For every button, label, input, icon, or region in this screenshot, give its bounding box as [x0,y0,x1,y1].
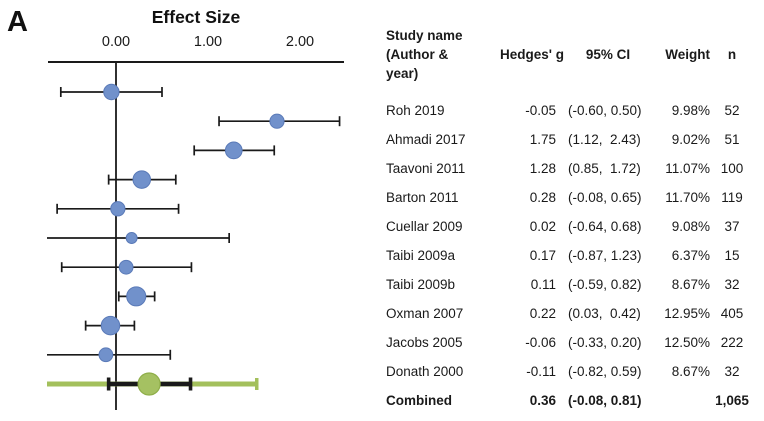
cell-study: Ahmadi 2017 [386,132,466,147]
cell-ci: (-0.82, 0.59) [568,364,642,379]
cell-study: Taibi 2009a [386,248,456,263]
cell-ci: (-0.08, 0.81) [568,393,642,408]
cell-hedges-g: 1.75 [529,132,556,147]
study-point [132,170,152,189]
cell-weight: 11.07% [665,161,710,176]
cell-hedges-g: 0.17 [529,248,556,263]
col-header-weight: Weight [665,47,710,62]
cell-ci: (-0.08, 0.65) [568,190,642,205]
cell-hedges-g: 0.22 [529,306,556,321]
table-header-row: Study name (Author & year) Hedges' g 95%… [386,26,758,83]
table-row: Taibi 2009b 0.11 (-0.59, 0.82) 8.67% 32 [386,270,758,299]
forest-plot: Effect Size 0.00 1.00 2.00 [47,7,344,410]
table-row: Barton 2011 0.28 (-0.08, 0.65) 11.70% 119 [386,183,758,212]
study-point [125,232,138,244]
table-row: Taavoni 2011 1.28 (0.85, 1.72) 11.07% 100 [386,154,758,183]
cell-hedges-g: 0.02 [529,219,556,234]
cell-hedges-g: -0.06 [525,335,556,350]
cell-study: Jacobs 2005 [386,335,463,350]
study-point [110,201,126,217]
cell-weight: 6.37% [671,248,710,263]
cell-weight: 12.50% [664,335,710,350]
cell-hedges-g: 0.36 [529,393,556,408]
cell-n: 32 [724,364,740,379]
cell-weight: 8.67% [671,364,710,379]
cell-ci: (-0.60, 0.50) [568,103,642,118]
cell-n: 119 [721,190,743,205]
cell-study: Oxman 2007 [386,306,464,321]
panel-label: A [7,6,28,38]
cell-study: Roh 2019 [386,103,445,118]
cell-study: Barton 2011 [386,190,459,205]
cell-n: 32 [724,277,740,292]
cell-n: 15 [724,248,740,263]
table-row: Donath 2000 -0.11 (-0.82, 0.59) 8.67% 32 [386,357,758,386]
cell-study: Combined [386,393,452,408]
cell-ci: (1.12, 2.43) [568,132,641,147]
cell-weight: 9.98% [671,103,710,118]
cell-weight: 9.08% [671,219,710,234]
study-point [103,83,120,101]
cell-n: 405 [720,306,744,321]
cell-ci: (-0.87, 1.23) [568,248,642,263]
cell-study: Donath 2000 [386,364,464,379]
cell-ci: (-0.33, 0.20) [568,335,642,350]
table-rows: Roh 2019 -0.05 (-0.60, 0.50) 9.98% 52 Ahmadi … [386,96,758,415]
cell-hedges-g: 0.28 [529,190,556,205]
table-row: Jacobs 2005 -0.06 (-0.33, 0.20) 12.50% 222 [386,328,758,357]
cell-ci: (-0.64, 0.68) [568,219,642,234]
cell-hedges-g: -0.11 [526,364,556,379]
cell-ci: (0.03, 0.42) [568,306,641,321]
study-point [98,347,114,363]
cell-n: 37 [724,219,740,234]
cell-hedges-g: -0.05 [525,103,556,118]
chart-title: Effect Size [152,7,241,27]
x-tick-label: 2.00 [286,34,314,50]
results-table: Study name (Author & year) Hedges' g 95%… [386,26,758,415]
study-point [118,259,134,275]
study-point [269,113,285,129]
cell-ci: (0.85, 1.72) [568,161,641,176]
cell-n: 52 [724,103,740,118]
cell-weight: 8.67% [671,277,710,292]
col-header-n: n [727,47,737,62]
cell-study: Cuellar 2009 [386,219,463,234]
col-header-study: Study name (Author & year) [386,28,463,81]
study-point [126,286,147,307]
col-header-hedges-g: Hedges' g [500,47,564,62]
table-row: Roh 2019 -0.05 (-0.60, 0.50) 9.98% 52 [386,96,758,125]
cell-n: 1,065 [715,393,749,408]
table-row-combined: Combined 0.36 (-0.08, 0.81) 1,065 [386,386,758,415]
col-header-ci: 95% CI [585,47,631,62]
cell-weight: 12.95% [664,306,710,321]
x-tick-label: 0.00 [102,34,130,50]
cell-n: 100 [720,161,744,176]
study-point [224,141,243,160]
table-row: Taibi 2009a 0.17 (-0.87, 1.23) 6.37% 15 [386,241,758,270]
cell-weight: 9.02% [671,132,710,147]
table-row: Cuellar 2009 0.02 (-0.64, 0.68) 9.08% 37 [386,212,758,241]
cell-hedges-g: 1.28 [529,161,556,176]
cell-weight: 11.70% [665,190,710,205]
cell-hedges-g: 0.11 [530,277,556,292]
table-row: Ahmadi 2017 1.75 (1.12, 2.43) 9.02% 51 [386,125,758,154]
cell-n: 51 [724,132,740,147]
cell-n: 222 [720,335,744,350]
cell-study: Taibi 2009b [386,277,456,292]
combined-point [137,372,161,396]
x-tick-label: 1.00 [194,34,222,50]
cell-ci: (-0.59, 0.82) [568,277,642,292]
study-point [100,315,121,336]
cell-study: Taavoni 2011 [386,161,466,176]
table-row: Oxman 2007 0.22 (0.03, 0.42) 12.95% 405 [386,299,758,328]
